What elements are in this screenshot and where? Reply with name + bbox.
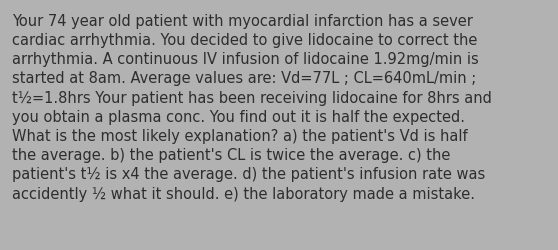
- Text: Your 74 year old patient with myocardial infarction has a sever
cardiac arrhythm: Your 74 year old patient with myocardial…: [12, 14, 492, 201]
